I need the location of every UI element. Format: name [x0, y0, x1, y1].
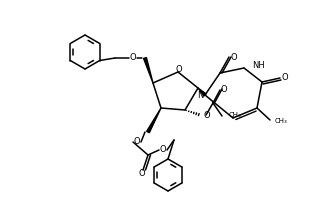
Text: O: O	[231, 52, 237, 61]
Text: O: O	[203, 111, 210, 120]
Polygon shape	[147, 108, 161, 133]
Text: O: O	[176, 64, 182, 73]
Text: CH₃: CH₃	[229, 112, 242, 118]
Text: N: N	[197, 91, 203, 100]
Text: O: O	[221, 85, 227, 94]
Text: O: O	[282, 73, 288, 82]
Text: O: O	[160, 145, 166, 154]
Polygon shape	[144, 58, 153, 83]
Text: NH: NH	[252, 61, 265, 71]
Polygon shape	[198, 88, 206, 96]
Text: O: O	[139, 170, 145, 178]
Text: O: O	[134, 137, 140, 146]
Text: O: O	[130, 53, 136, 62]
Text: CH₃: CH₃	[275, 118, 288, 124]
